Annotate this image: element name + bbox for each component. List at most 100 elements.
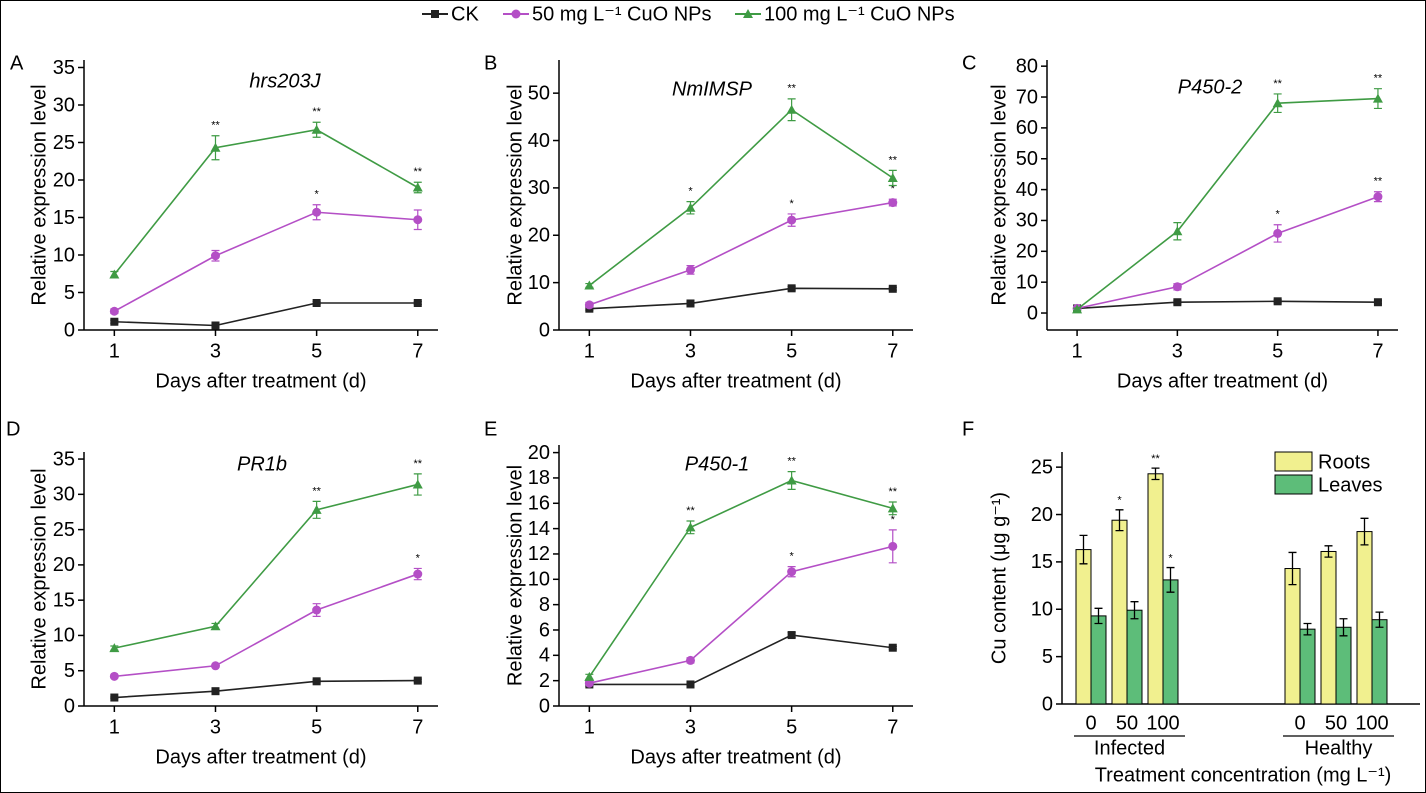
x-tick-label: 3 <box>685 716 696 738</box>
data-point <box>110 317 119 326</box>
legend-label: 100 mg L⁻¹ CuO NPs <box>764 3 955 25</box>
series-line <box>589 201 893 306</box>
y-tick-label: 10 <box>1016 271 1038 293</box>
chart-title: PR1b <box>237 453 287 475</box>
y-tick-label: 12 <box>528 543 550 565</box>
x-tick-label: 50 <box>1116 712 1138 734</box>
data-point <box>584 678 594 688</box>
y-axis-label: Relative expression level <box>988 84 1010 305</box>
y-tick-label: 10 <box>1031 599 1053 621</box>
x-tick-label: 7 <box>412 716 423 738</box>
y-tick-label: 5 <box>64 282 75 304</box>
data-point <box>888 643 897 652</box>
data-point <box>786 104 797 114</box>
x-axis-label: Days after treatment (d) <box>155 370 366 392</box>
data-point <box>210 661 220 671</box>
x-axis-label: Days after treatment (d) <box>630 370 841 392</box>
y-axis-label: Relative expression level <box>504 84 526 305</box>
bar <box>1335 626 1352 705</box>
series-line <box>589 545 893 684</box>
bar <box>1090 615 1107 705</box>
x-tick-label: 3 <box>210 716 221 738</box>
legend-label: 50 mg L⁻¹ CuO NPs <box>532 3 712 25</box>
data-point <box>412 182 423 192</box>
x-tick-label: 1 <box>1072 340 1083 362</box>
x-tick-label: 1 <box>584 340 595 362</box>
legend-label: Leaves <box>1318 474 1383 496</box>
significance: ** <box>686 505 695 517</box>
series-line <box>113 211 418 312</box>
data-point <box>1373 298 1382 307</box>
significance: * <box>1276 209 1281 221</box>
data-point <box>888 284 897 293</box>
bar <box>1299 628 1316 705</box>
x-tick-label: 7 <box>887 716 898 738</box>
panel-label: B <box>484 52 497 74</box>
data-point <box>413 215 423 225</box>
panel-label: C <box>962 52 976 74</box>
significance: ** <box>888 486 897 498</box>
x-tick-label: 100 <box>1146 712 1179 734</box>
significance: ** <box>1374 176 1383 188</box>
y-tick-label: 10 <box>528 569 550 591</box>
bar <box>1111 519 1128 705</box>
y-tick-label: 0 <box>539 319 550 341</box>
significance: * <box>891 514 896 526</box>
y-tick-label: 35 <box>53 448 75 470</box>
y-tick-label: 10 <box>53 625 75 647</box>
data-point <box>786 475 797 485</box>
x-tick-label: 5 <box>311 340 322 362</box>
x-tick-label: 3 <box>1172 340 1183 362</box>
error-bar <box>1339 618 1348 637</box>
y-tick-label: 40 <box>528 130 550 152</box>
x-tick-label: 0 <box>1294 712 1305 734</box>
x-axis-label: Days after treatment (d) <box>155 746 366 768</box>
y-tick-label: 18 <box>528 467 550 489</box>
group-label: Infected <box>1094 737 1165 759</box>
data-point <box>312 677 321 686</box>
y-tick-label: 10 <box>528 272 550 294</box>
data-point <box>413 569 423 579</box>
y-tick-label: 30 <box>53 484 75 506</box>
significance: ** <box>312 485 321 497</box>
data-point <box>686 299 695 308</box>
y-tick-label: 0 <box>64 319 75 341</box>
y-tick-label: 8 <box>539 594 550 616</box>
data-point <box>787 284 796 293</box>
x-tick-label: 5 <box>786 716 797 738</box>
data-point <box>787 215 797 225</box>
y-tick-label: 5 <box>64 660 75 682</box>
data-point <box>685 655 695 665</box>
significance: ** <box>1273 78 1282 90</box>
y-tick-label: 5 <box>1042 646 1053 668</box>
error-bar <box>1166 566 1175 593</box>
data-point <box>412 479 423 489</box>
error-bar <box>1288 551 1297 586</box>
data-point <box>787 631 796 640</box>
y-tick-label: 30 <box>1016 210 1038 232</box>
error-bar <box>1115 509 1124 532</box>
series-line <box>1077 300 1378 310</box>
series-line <box>589 634 893 686</box>
y-tick-label: 14 <box>528 518 550 540</box>
y-tick-label: 35 <box>53 57 75 79</box>
y-tick-label: 20 <box>528 442 550 464</box>
data-point <box>584 671 595 681</box>
significance: ** <box>1374 73 1383 85</box>
series-line <box>588 108 894 287</box>
data-point <box>210 621 221 631</box>
significance: * <box>416 552 421 564</box>
legend-swatch <box>1274 474 1313 495</box>
x-tick-label: 50 <box>1325 712 1347 734</box>
y-tick-label: 15 <box>53 207 75 229</box>
chart-title: P450-2 <box>1178 76 1243 98</box>
data-point <box>685 265 695 275</box>
y-tick-label: 6 <box>539 619 550 641</box>
y-tick-label: 80 <box>1016 55 1038 77</box>
data-point <box>110 693 119 702</box>
data-point <box>787 567 797 577</box>
y-tick-label: 0 <box>1027 302 1038 324</box>
error-bar <box>1360 517 1369 546</box>
data-point <box>1273 228 1283 238</box>
data-point <box>413 676 422 685</box>
